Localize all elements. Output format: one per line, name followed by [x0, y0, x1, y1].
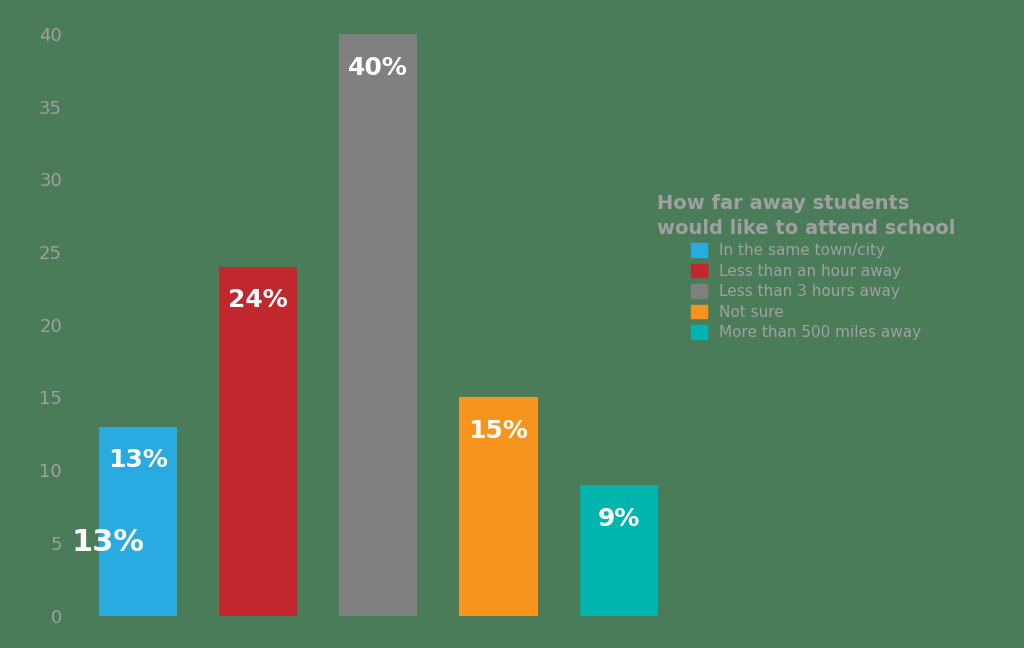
Text: 13%: 13%	[108, 448, 168, 472]
Legend: In the same town/city, Less than an hour away, Less than 3 hours away, Not sure,: In the same town/city, Less than an hour…	[657, 194, 955, 340]
Bar	[98, 426, 177, 616]
Text: 40%: 40%	[348, 56, 409, 80]
Text: 24%: 24%	[228, 288, 288, 312]
Bar	[580, 485, 657, 616]
Text: 13%: 13%	[72, 528, 144, 557]
Text: 15%: 15%	[469, 419, 528, 443]
Bar	[219, 266, 297, 616]
Bar	[460, 397, 538, 616]
Text: 9%: 9%	[598, 507, 640, 531]
Bar	[339, 34, 418, 616]
